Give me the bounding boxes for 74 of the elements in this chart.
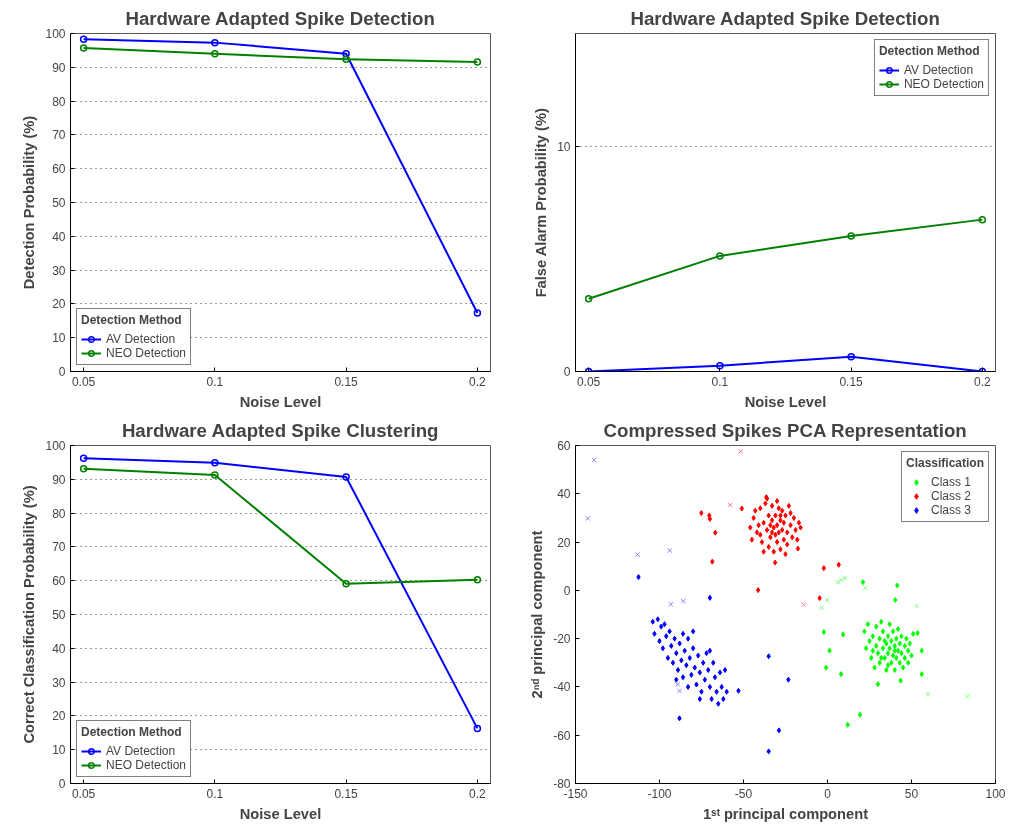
y-tick-label: 70 — [52, 128, 66, 143]
y-tick-label: 50 — [52, 196, 66, 210]
legend-label: Class 1 — [930, 475, 971, 489]
y-tick-label: 80 — [52, 506, 66, 521]
x-tick-label: 0.2 — [974, 374, 992, 389]
y-tick-label: 90 — [52, 60, 66, 75]
y-tick-label: 0 — [58, 777, 66, 791]
y-tick-label: 0 — [563, 365, 571, 379]
x-axis-title: Noise Level — [239, 805, 322, 822]
legend-label: AV Detection — [903, 63, 974, 77]
y-tick-label: 50 — [52, 608, 66, 622]
chart-title: Hardware Adapted Spike Detection — [630, 7, 940, 29]
x-tick-label: 0.15 — [334, 374, 359, 389]
y-tick-label: 0 — [563, 583, 571, 598]
legend-label: NEO Detection — [106, 346, 187, 360]
y-axis-title: 2ⁿᵈ principal component — [529, 530, 546, 699]
legend-title: Detection Method — [81, 725, 183, 739]
y-tick-label: 10 — [557, 139, 571, 154]
y-tick-label: 10 — [52, 331, 66, 346]
legend-label: AV Detection — [106, 332, 176, 346]
chart-title: Compressed Spikes PCA Representation — [603, 419, 967, 441]
x-tick-label: -100 — [647, 786, 672, 801]
y-tick-label: 20 — [557, 535, 571, 550]
x-tick-label: -50 — [734, 786, 753, 801]
chart-title: Hardware Adapted Spike Detection — [125, 7, 435, 29]
y-tick-label: 20 — [52, 709, 66, 724]
y-tick-label: -60 — [553, 728, 571, 743]
y-tick-label: 40 — [52, 641, 66, 656]
y-tick-label: 40 — [52, 229, 66, 244]
x-tick-label: 0 — [824, 786, 832, 801]
y-tick-label: 10 — [52, 743, 66, 758]
legend-label: Class 3 — [930, 503, 971, 517]
x-tick-label: 100 — [985, 786, 1006, 801]
x-tick-label: 0.1 — [206, 786, 224, 801]
legend-title: Detection Method — [81, 313, 183, 327]
legend-label: Class 2 — [930, 489, 971, 503]
x-tick-label: 0.1 — [711, 374, 729, 389]
y-tick-label: 80 — [52, 94, 66, 109]
x-tick-label: 0.15 — [839, 374, 864, 389]
y-axis-title: False Alarm Probability (%) — [533, 108, 550, 298]
y-tick-label: 70 — [52, 540, 66, 555]
y-tick-label: -40 — [553, 680, 571, 695]
x-tick-label: 0.05 — [71, 374, 96, 389]
y-axis-title: Correct Classification Probability (%) — [21, 485, 38, 744]
legend-title: Detection Method — [878, 44, 981, 58]
x-axis-title: 1ˢᵗ principal component — [702, 805, 869, 822]
y-tick-label: 100 — [45, 439, 66, 453]
y-tick-label: 90 — [52, 472, 66, 487]
x-tick-label: 0.2 — [469, 786, 487, 801]
y-tick-label: 20 — [52, 297, 66, 312]
y-axis-title: Detection Probability (%) — [21, 115, 38, 290]
legend-label: NEO Detection — [106, 758, 187, 772]
x-tick-label: 0.2 — [469, 374, 487, 389]
x-tick-label: 0.1 — [206, 374, 224, 389]
chart-title: Hardware Adapted Spike Clustering — [121, 419, 439, 441]
y-tick-label: 40 — [557, 487, 571, 502]
x-axis-title: Noise Level — [239, 393, 322, 410]
x-tick-label: 50 — [904, 786, 919, 801]
y-tick-label: -20 — [553, 632, 571, 647]
y-tick-label: 30 — [52, 675, 66, 690]
legend-label: NEO Detection — [903, 77, 984, 91]
y-tick-label: 60 — [52, 574, 66, 589]
x-tick-label: 0.05 — [576, 374, 601, 389]
y-tick-label: 100 — [45, 27, 66, 41]
legend-label: AV Detection — [106, 744, 176, 758]
x-tick-label: 0.05 — [71, 786, 96, 801]
x-axis-title: Noise Level — [744, 393, 827, 410]
legend-title: Classification — [905, 456, 984, 470]
y-tick-label: 30 — [52, 263, 66, 278]
y-tick-label: 60 — [52, 162, 66, 177]
y-tick-label: 0 — [58, 365, 66, 379]
x-tick-label: 0.15 — [334, 786, 359, 801]
y-tick-label: 60 — [557, 439, 571, 453]
y-tick-label: -80 — [553, 777, 571, 791]
